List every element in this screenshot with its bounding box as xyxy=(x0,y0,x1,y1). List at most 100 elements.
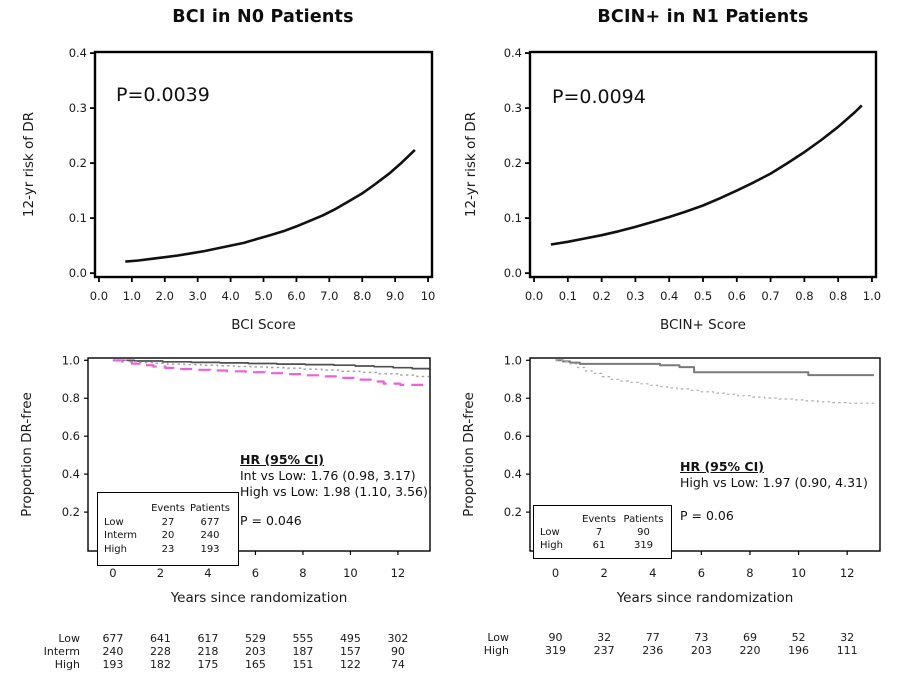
x-tick-label: 0.6 xyxy=(728,289,746,303)
risk-count: 175 xyxy=(197,658,218,671)
y-tick-label: 0.0 xyxy=(504,266,522,280)
inset-cell: 61 xyxy=(592,539,606,551)
y-tick-label: 0.6 xyxy=(62,429,80,443)
y-tick-label: 0.8 xyxy=(504,391,522,405)
x-tick-label: 10 xyxy=(421,289,436,303)
risk-count: 641 xyxy=(150,632,171,645)
inset-cell: 193 xyxy=(200,543,220,555)
x-tick-label: 0.3 xyxy=(626,289,644,303)
x-tick-label: 2 xyxy=(600,566,607,580)
x-tick-label: 1.0 xyxy=(123,289,141,303)
hr-line: High vs Low: 1.98 (1.10, 3.56) xyxy=(240,484,428,499)
series-high xyxy=(555,359,875,404)
y-tick-label: 1.0 xyxy=(504,353,522,367)
risk-count: 228 xyxy=(150,645,171,658)
panel-bcin-n1: 0.0 0.1 0.2 0.3 0.4 0.5 0.6 0.7 0.8 0.8 1.0 0.0 0.1 0… xyxy=(453,0,906,340)
x-tick-label: 12 xyxy=(391,566,406,580)
y-tick-label: 0.2 xyxy=(69,156,87,170)
events-patients-table: Events Patients Low 7 90 High 61 319 xyxy=(533,505,672,559)
hr-heading: HR (95% CI) xyxy=(240,452,324,467)
x-tick-label: 8 xyxy=(299,566,306,580)
hr-stats-block: HR (95% CI) High vs Low: 1.97 (0.90, 4.3… xyxy=(680,459,868,524)
hr-line: Int vs Low: 1.76 (0.98, 3.17) xyxy=(240,468,416,483)
inset-cell: 90 xyxy=(637,526,650,538)
risk-count: 157 xyxy=(340,645,361,658)
risk-count: 90 xyxy=(549,631,563,644)
x-tick-label: 7.0 xyxy=(320,289,338,303)
x-tick-label: 0.7 xyxy=(761,289,779,303)
x-tick-label: 4 xyxy=(649,566,656,580)
series-high xyxy=(112,359,430,387)
x-tick-label: 2 xyxy=(157,566,164,580)
p-value-annotation: P=0.0039 xyxy=(116,84,210,106)
x-tick-label: 0.8 xyxy=(829,289,847,303)
x-tick-label: 10 xyxy=(343,566,358,580)
x-axis-label: BCIN+ Score xyxy=(660,317,746,333)
risk-row-label: Low xyxy=(58,632,80,645)
x-tick-label: 0.0 xyxy=(90,289,108,303)
inset-row-label: High xyxy=(540,539,563,551)
p-value-text: P = 0.06 xyxy=(680,508,734,523)
panel-title-bci-n0: BCI in N0 Patients xyxy=(172,7,354,27)
risk-count: 495 xyxy=(340,632,361,645)
series-low xyxy=(112,359,430,370)
y-axis-label: Proportion DR-free xyxy=(461,392,477,517)
series-interm xyxy=(112,359,430,378)
y-axis-label: Proportion DR-free xyxy=(19,392,35,517)
p-value-annotation: P=0.0094 xyxy=(552,86,646,108)
x-tick-label: 12 xyxy=(840,566,855,580)
x-tick-label: 0 xyxy=(552,566,559,580)
x-tick-label: 8.0 xyxy=(353,289,371,303)
y-tick-label: 0.2 xyxy=(62,505,80,519)
risk-curve-chart-bcin-n1: 0.0 0.1 0.2 0.3 0.4 0.5 0.6 0.7 0.8 0.8 1.0 0.0 0.1 0… xyxy=(463,46,881,333)
inset-cell: 677 xyxy=(200,516,220,528)
y-tick-label: 1.0 xyxy=(62,353,80,367)
risk-count: 203 xyxy=(691,644,712,657)
panel-title-bcin-n1: BCIN+ in N1 Patients xyxy=(597,7,809,27)
plot-frame xyxy=(529,357,881,552)
risk-count: 90 xyxy=(391,645,405,658)
inset-cell: 240 xyxy=(200,530,220,541)
y-axis-label: 12-yr risk of DR xyxy=(463,112,479,217)
y-tick-label: 0.2 xyxy=(504,156,522,170)
p-value-text: P = 0.046 xyxy=(240,513,302,528)
risk-count: 111 xyxy=(837,644,858,657)
risk-count: 182 xyxy=(150,658,171,671)
risk-count: 165 xyxy=(245,658,266,671)
x-tick-label: 4 xyxy=(204,566,211,580)
risk-count: 617 xyxy=(197,632,218,645)
y-tick-label: 0.3 xyxy=(504,101,522,115)
risk-count: 302 xyxy=(387,632,408,645)
y-tick-label: 0.4 xyxy=(504,46,522,60)
risk-count: 196 xyxy=(788,644,809,657)
inset-corner-spacer xyxy=(104,502,150,516)
risk-count: 319 xyxy=(545,644,566,657)
x-tick-label: 0.8 xyxy=(795,289,813,303)
panel-bci-n0: 0.0 1.0 2.0 3.0 4.0 5.0 6.0 7.0 8.0 9.0 10 0.0 0.1 0.… xyxy=(0,0,453,340)
risk-count: 77 xyxy=(646,631,660,644)
km-chart-n1: 0 2 4 6 8 10 12 0.2 0.4 0.6 0.8 1.0 Years since rand… xyxy=(461,353,881,657)
risk-count: 203 xyxy=(245,645,266,658)
risk-row-label: High xyxy=(55,658,80,671)
x-axis-label: Years since randomization xyxy=(170,590,348,606)
y-axis-label: 12-yr risk of DR xyxy=(21,112,37,217)
panel-km-n0: 0 2 4 6 8 10 12 0.2 0.4 0.6 0.8 1.0 Years since rand… xyxy=(0,340,453,680)
events-patients-table: Events Patients Low 27 677 Interm 20 240… xyxy=(97,492,239,566)
panel-km-n1: 0 2 4 6 8 10 12 0.2 0.4 0.6 0.8 1.0 Years since rand… xyxy=(453,340,906,680)
x-axis-label: BCI Score xyxy=(231,317,296,333)
y-tick-label: 0.1 xyxy=(504,211,522,225)
x-tick-label: 3.0 xyxy=(189,289,207,303)
inset-row-label: Low xyxy=(540,526,560,538)
x-tick-label: 6 xyxy=(252,566,259,580)
inset-row-label: High xyxy=(104,543,127,555)
x-axis-label: Years since randomization xyxy=(616,590,794,606)
risk-count: 52 xyxy=(792,631,806,644)
risk-row-label: High xyxy=(484,644,509,657)
x-tick-label: 9.0 xyxy=(386,289,404,303)
y-tick-label: 0.8 xyxy=(62,391,80,405)
risk-count: 236 xyxy=(642,644,663,657)
x-tick-label: 0.0 xyxy=(525,289,543,303)
risk-count: 151 xyxy=(292,658,313,671)
x-tick-label: 0.5 xyxy=(694,289,712,303)
